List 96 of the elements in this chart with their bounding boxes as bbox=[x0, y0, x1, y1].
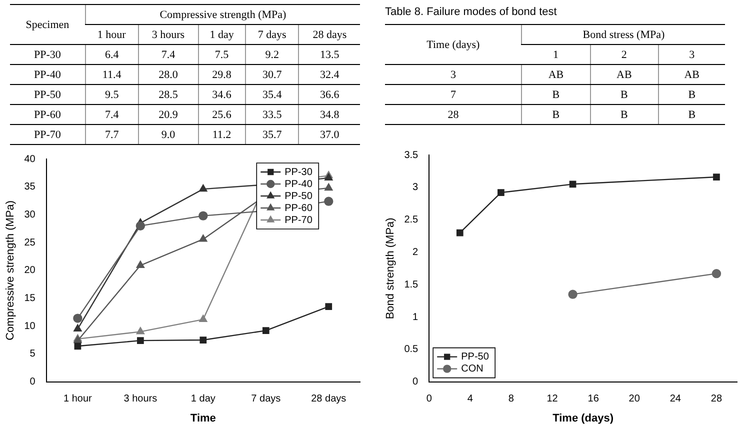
category-label: PP-40 bbox=[34, 68, 61, 80]
category-label: PP-50 bbox=[34, 88, 61, 100]
text: 7.5 bbox=[214, 48, 229, 60]
text: 9.5 bbox=[104, 88, 119, 100]
y-tick-label: 0.5 bbox=[404, 344, 419, 356]
x-tick-label: 28 days bbox=[311, 394, 346, 405]
y-tick-label: 35 bbox=[24, 182, 36, 193]
text: AB bbox=[684, 68, 700, 80]
y-tick-label: 10 bbox=[24, 320, 36, 332]
text: 33.5 bbox=[262, 108, 282, 120]
y-tick-label: 3 bbox=[412, 182, 419, 194]
y-tick-label: 0 bbox=[412, 376, 419, 388]
text: 6.4 bbox=[104, 48, 119, 60]
text: 35.7 bbox=[262, 128, 282, 140]
text: 11.2 bbox=[212, 128, 232, 140]
text: B bbox=[552, 88, 560, 100]
x-axis-title: Time bbox=[190, 412, 216, 424]
category-label: 3 hours bbox=[138, 24, 198, 44]
y-tick-label: 2.5 bbox=[404, 214, 419, 226]
text: 36.6 bbox=[320, 88, 340, 100]
text: 29.8 bbox=[212, 68, 232, 80]
text: B bbox=[552, 108, 560, 120]
text: 25.6 bbox=[212, 108, 232, 120]
x-tick-label: 4 bbox=[467, 394, 474, 405]
x-tick-label: 24 bbox=[670, 394, 682, 405]
y-tick-label: 2 bbox=[412, 246, 419, 258]
text: 32.4 bbox=[320, 68, 340, 80]
legend-label: PP-60 bbox=[284, 202, 313, 214]
legend-label: PP-50 bbox=[461, 352, 490, 363]
text: B bbox=[620, 88, 628, 100]
text: Table 8. Failure modes of bond test bbox=[385, 6, 558, 18]
text: Bond stress (MPa) bbox=[522, 24, 725, 44]
text: 30.7 bbox=[262, 68, 282, 80]
category-label: 28 days bbox=[298, 24, 360, 44]
category-label: PP-70 bbox=[34, 128, 61, 140]
category-label: 1 hour bbox=[85, 24, 138, 44]
legend-label: PP-50 bbox=[284, 190, 313, 202]
category-label: PP-60 bbox=[34, 108, 61, 120]
category-label: 7 bbox=[450, 88, 456, 100]
x-tick-label: 28 bbox=[710, 394, 722, 405]
category-label: 1 day bbox=[198, 24, 246, 44]
text: 28.0 bbox=[158, 68, 178, 80]
text: 7.4 bbox=[104, 108, 119, 120]
x-tick-label: 20 bbox=[628, 394, 640, 405]
y-tick-label: 1.5 bbox=[404, 279, 419, 290]
text: 34.6 bbox=[212, 88, 232, 100]
legend-label: CON bbox=[461, 364, 484, 375]
text: Compressive strength (MPa) bbox=[85, 4, 360, 24]
y-tick-label: 40 bbox=[24, 154, 36, 165]
y-axis-title: Bond strength (MPa) bbox=[384, 218, 397, 320]
category-label: 3 bbox=[658, 44, 725, 64]
text: 7.4 bbox=[161, 48, 176, 60]
text: B bbox=[620, 108, 628, 120]
text: 11.4 bbox=[102, 68, 122, 80]
x-tick-label: 7 days bbox=[251, 394, 281, 405]
x-tick-label: 12 bbox=[546, 394, 558, 405]
y-tick-label: 0 bbox=[30, 376, 36, 388]
y-tick-label: 3.5 bbox=[404, 150, 419, 161]
text: 34.8 bbox=[320, 108, 340, 120]
y-tick-label: 25 bbox=[24, 237, 36, 248]
text: AB bbox=[616, 68, 632, 80]
x-tick-label: 8 bbox=[508, 394, 514, 405]
category-label: 2 bbox=[590, 44, 658, 64]
category-label: PP-30 bbox=[34, 48, 61, 60]
y-tick-label: 1 bbox=[412, 312, 419, 323]
y-tick-label: 30 bbox=[24, 209, 36, 220]
category-label: 3 bbox=[450, 68, 456, 80]
legend-label: PP-40 bbox=[284, 178, 313, 190]
x-tick-label: 3 hours bbox=[124, 394, 158, 405]
text: 13.5 bbox=[320, 48, 340, 60]
text: 35.4 bbox=[262, 88, 282, 100]
y-axis-title: Compressive strength (MPa) bbox=[4, 200, 17, 340]
category-label: 28 bbox=[448, 108, 459, 120]
text: B bbox=[688, 108, 696, 120]
text: 7.7 bbox=[104, 128, 119, 140]
legend-label: PP-70 bbox=[284, 214, 313, 226]
y-tick-label: 5 bbox=[30, 348, 36, 360]
legend-label: PP-30 bbox=[284, 166, 313, 178]
y-tick-label: 15 bbox=[24, 293, 36, 304]
text: 28.5 bbox=[158, 88, 178, 100]
text: AB bbox=[548, 68, 564, 80]
x-tick-label: 0 bbox=[426, 394, 432, 405]
text: B bbox=[688, 88, 696, 100]
text: 20.9 bbox=[158, 108, 178, 120]
x-tick-label: 16 bbox=[588, 394, 600, 405]
x-tick-label: 1 day bbox=[190, 394, 216, 405]
x-tick-label: 1 hour bbox=[64, 394, 93, 405]
text: 9.0 bbox=[161, 128, 176, 140]
text: 9.2 bbox=[265, 48, 279, 60]
y-tick-label: 20 bbox=[24, 265, 36, 276]
text: Specimen bbox=[10, 4, 86, 44]
category-label: 7 days bbox=[245, 24, 299, 44]
text: 37.0 bbox=[320, 128, 340, 140]
x-axis-title: Time (days) bbox=[552, 412, 614, 424]
text: Time (days) bbox=[385, 24, 522, 64]
category-label: 1 bbox=[522, 44, 590, 64]
